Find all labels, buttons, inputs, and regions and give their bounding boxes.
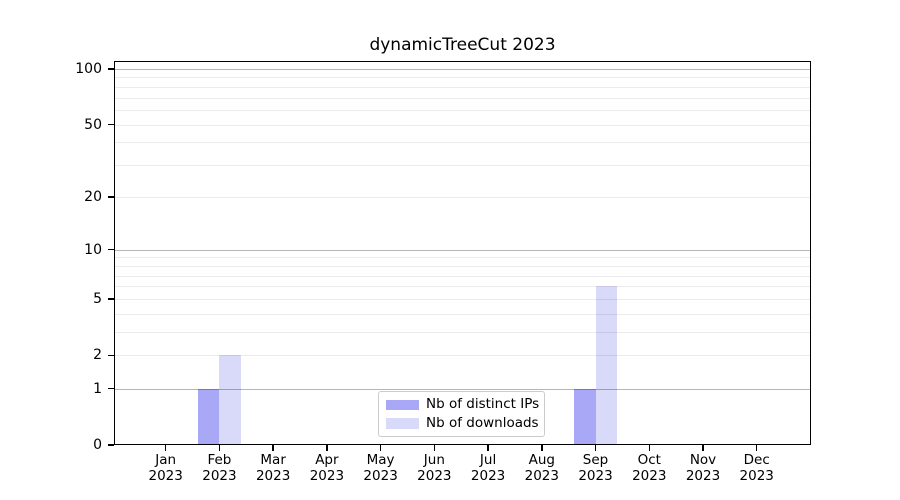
x-tick-label: Oct 2023 [621, 452, 677, 484]
x-tick-label: Apr 2023 [299, 452, 355, 484]
y-tick-mark [108, 298, 114, 300]
x-tick-month: Mar [260, 452, 286, 468]
y-minor-gridline [114, 355, 811, 357]
y-tick-label: 20 [84, 188, 102, 205]
legend-swatch-downloads-icon [386, 418, 419, 429]
y-tick-label: 1 [93, 380, 102, 397]
y-minor-gridline [114, 142, 811, 144]
legend-swatch-distinct-ips-icon [386, 399, 419, 410]
x-tick-label: Feb 2023 [191, 452, 247, 484]
x-tick-mark [756, 445, 758, 451]
y-minor-gridline [114, 97, 811, 99]
x-tick-mark [594, 445, 597, 451]
y-tick-mark [108, 196, 114, 198]
y-minor-gridline [114, 110, 811, 112]
y-minor-gridline [114, 275, 811, 277]
x-tick-month: Aug [528, 452, 555, 468]
x-tick-label: Nov 2023 [675, 452, 731, 484]
x-tick-year: 2023 [363, 468, 398, 484]
y-tick-label: 100 [75, 61, 102, 77]
x-tick-label: Jun 2023 [406, 452, 462, 484]
x-tick-year: 2023 [632, 468, 667, 484]
y-minor-gridline [114, 77, 811, 79]
y-minor-gridline [114, 86, 811, 88]
y-major-gridline [114, 69, 811, 70]
x-tick-month: Apr [315, 452, 339, 468]
x-tick-month: Oct [637, 452, 661, 468]
x-tick-month: Jun [423, 452, 445, 468]
y-tick-label: 50 [84, 116, 102, 133]
x-tick-month: Sep [582, 452, 609, 468]
y-tick-mark [108, 248, 114, 251]
y-tick-mark [108, 387, 114, 390]
y-tick-mark [108, 68, 114, 70]
y-minor-gridline [114, 299, 811, 301]
bar-downloads [219, 355, 241, 445]
x-tick-year: 2023 [309, 468, 345, 484]
y-tick-label: 2 [93, 347, 102, 364]
y-major-gridline [114, 388, 811, 390]
x-tick-mark [272, 445, 274, 451]
x-tick-label: Sep 2023 [568, 452, 624, 484]
x-tick-month: May [366, 452, 395, 468]
y-minor-gridline [114, 165, 811, 167]
x-tick-month: Dec [743, 452, 770, 468]
x-tick-year: 2023 [417, 468, 452, 484]
x-tick-year: 2023 [578, 468, 613, 484]
x-tick-mark [379, 445, 382, 451]
y-minor-gridline [114, 196, 811, 198]
chart-title: dynamicTreeCut 2023 [369, 35, 556, 55]
x-tick-month: Nov [689, 452, 717, 468]
x-tick-year: 2023 [255, 468, 291, 484]
x-tick-mark [433, 445, 436, 451]
x-tick-mark [326, 445, 328, 451]
y-minor-gridline [114, 257, 811, 259]
legend: Nb of distinct IPs Nb of downloads [378, 391, 545, 437]
x-tick-mark [165, 445, 167, 451]
y-minor-gridline [114, 286, 811, 288]
y-tick-label: 5 [93, 291, 102, 308]
x-tick-year: 2023 [202, 468, 237, 484]
y-tick-label: 0 [93, 437, 102, 453]
x-tick-year: 2023 [685, 468, 721, 484]
legend-item-distinct-ips: Nb of distinct IPs [386, 396, 544, 412]
x-tick-label: May 2023 [353, 452, 409, 484]
y-tick-mark [108, 354, 114, 357]
y-major-gridline [114, 249, 811, 251]
x-tick-month: Jul [479, 452, 497, 468]
x-tick-year: 2023 [470, 468, 506, 484]
bar-distinct-ips [197, 388, 220, 445]
x-tick-month: Feb [207, 452, 232, 468]
y-tick-mark [108, 123, 114, 126]
x-tick-mark [541, 445, 543, 451]
x-tick-label: Mar 2023 [245, 452, 301, 484]
x-tick-label: Jul 2023 [460, 452, 516, 484]
plot-area [114, 61, 811, 445]
bar-downloads [595, 286, 618, 445]
legend-label-distinct-ips: Nb of distinct IPs [426, 396, 540, 412]
y-minor-gridline [114, 332, 811, 334]
legend-label-downloads: Nb of downloads [426, 414, 539, 431]
x-tick-label: Aug 2023 [514, 452, 570, 484]
x-tick-mark [487, 445, 489, 451]
y-minor-gridline [114, 124, 811, 126]
x-tick-label: Dec 2023 [729, 452, 785, 484]
x-tick-year: 2023 [739, 468, 774, 484]
x-tick-mark [702, 445, 704, 451]
y-tick-mark [108, 444, 114, 446]
x-tick-year: 2023 [148, 468, 183, 484]
y-tick-label: 10 [84, 241, 102, 258]
x-tick-month: Jan [155, 452, 177, 468]
x-tick-label: Jan 2023 [138, 452, 194, 484]
x-tick-mark [218, 445, 221, 451]
bar-distinct-ips [574, 388, 596, 445]
legend-item-downloads: Nb of downloads [386, 414, 544, 431]
x-tick-mark [648, 445, 650, 451]
y-minor-gridline [114, 265, 811, 267]
y-minor-gridline [114, 313, 811, 315]
x-tick-year: 2023 [524, 468, 559, 484]
